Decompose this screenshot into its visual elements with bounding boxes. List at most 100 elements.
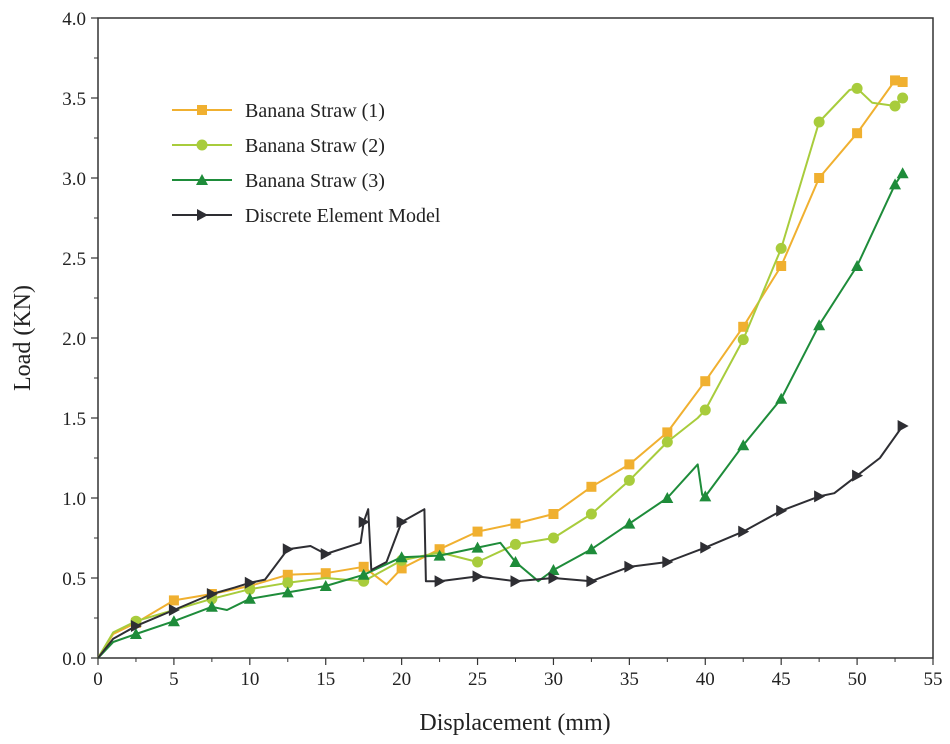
y-tick-label: 1.0 [62, 489, 86, 510]
data-point-marker [813, 116, 825, 128]
data-point-marker [205, 600, 218, 612]
data-point-marker [699, 404, 711, 416]
data-point-marker [776, 504, 788, 517]
x-tick-label: 30 [544, 669, 563, 690]
series-line [97, 79, 903, 659]
legend-label: Banana Straw (3) [245, 170, 385, 192]
data-point-marker [434, 544, 445, 555]
legend-item: Banana Straw (3) [172, 170, 385, 192]
legend-item: Discrete Element Model [172, 205, 441, 227]
data-point-marker [320, 568, 331, 579]
data-point-marker [130, 620, 142, 632]
legend-label: Banana Straw (2) [245, 135, 385, 157]
data-point-marker [243, 592, 256, 604]
series-layer [97, 75, 909, 659]
data-point-marker [244, 576, 256, 589]
data-point-marker [897, 420, 909, 432]
data-point-marker [319, 580, 332, 591]
data-point-marker [395, 551, 408, 563]
data-point-marker [662, 556, 674, 568]
data-point-marker [197, 105, 207, 115]
data-point-marker [547, 532, 559, 544]
data-point-marker [472, 526, 483, 537]
data-point-marker [814, 490, 826, 503]
legend-item: Banana Straw (2) [172, 135, 385, 157]
data-point-marker [775, 242, 787, 254]
data-point-marker [700, 376, 711, 387]
y-axis-label: Load (KN) [10, 285, 36, 391]
data-point-marker [623, 517, 636, 529]
data-point-marker [471, 541, 484, 553]
data-point-marker [623, 474, 635, 486]
data-point-marker [357, 568, 370, 580]
legend-item: Banana Straw (1) [172, 100, 385, 122]
x-tick-label: 55 [924, 669, 943, 690]
data-point-marker [813, 319, 826, 331]
data-point-marker [509, 556, 522, 567]
x-tick-label: 10 [240, 669, 259, 690]
data-point-marker [196, 139, 208, 151]
data-point-marker [661, 436, 673, 448]
legend-label: Discrete Element Model [245, 205, 441, 227]
data-point-marker [624, 560, 636, 573]
data-point-marker [775, 392, 788, 404]
data-point-marker [282, 569, 293, 580]
series-3 [97, 167, 909, 659]
y-tick-label: 0.0 [62, 649, 86, 670]
data-point-marker [585, 508, 597, 520]
x-tick-label: 0 [93, 669, 103, 690]
data-point-marker [358, 516, 370, 528]
data-point-marker [282, 543, 294, 556]
x-tick-label: 35 [620, 669, 639, 690]
data-point-marker [206, 588, 218, 600]
data-point-marker [738, 525, 750, 538]
data-point-marker [889, 178, 902, 190]
y-tick-label: 1.5 [62, 409, 86, 430]
data-point-marker [472, 570, 484, 583]
data-point-marker [776, 261, 787, 271]
data-point-marker [358, 561, 369, 572]
x-tick-label: 25 [468, 669, 487, 690]
x-tick-label: 40 [696, 669, 715, 690]
data-point-marker [852, 469, 864, 482]
x-axis-label: Displacement (mm) [419, 710, 610, 736]
data-point-marker [434, 575, 446, 588]
data-point-marker [851, 82, 863, 94]
data-point-marker [433, 549, 446, 561]
data-point-marker [852, 128, 863, 139]
data-point-marker [129, 628, 142, 639]
data-point-marker [851, 260, 864, 271]
data-point-marker [699, 490, 712, 502]
series-1 [97, 75, 908, 659]
data-point-marker [196, 174, 208, 185]
x-tick-label: 50 [848, 669, 867, 690]
data-point-marker [547, 564, 560, 575]
data-point-marker [897, 92, 909, 104]
data-point-marker [548, 509, 559, 519]
data-point-marker [510, 575, 522, 588]
data-point-marker [167, 615, 180, 627]
data-point-marker [890, 75, 901, 86]
data-point-marker [281, 586, 294, 598]
data-point-marker [320, 548, 332, 560]
x-tick-label: 5 [169, 669, 179, 690]
y-axis-ticks: 0.0 0.5 1.0 1.5 2.0 2.5 3.0 3.5 4.0 [62, 9, 98, 670]
y-tick-label: 2.5 [62, 249, 86, 270]
data-point-marker [661, 492, 674, 503]
data-point-marker [737, 439, 750, 451]
data-point-marker [624, 459, 635, 470]
x-tick-label: 20 [392, 669, 411, 690]
series-line [97, 87, 904, 659]
data-point-marker [700, 541, 712, 554]
data-point-marker [889, 100, 901, 112]
data-point-marker [197, 209, 208, 221]
x-tick-label: 15 [316, 669, 335, 690]
data-point-marker [662, 427, 673, 438]
data-point-marker [396, 563, 407, 574]
data-point-marker [548, 572, 560, 584]
data-point-marker [168, 604, 180, 616]
data-point-marker [585, 543, 598, 555]
legend-label: Banana Straw (1) [245, 100, 385, 122]
y-tick-label: 2.0 [62, 329, 86, 350]
